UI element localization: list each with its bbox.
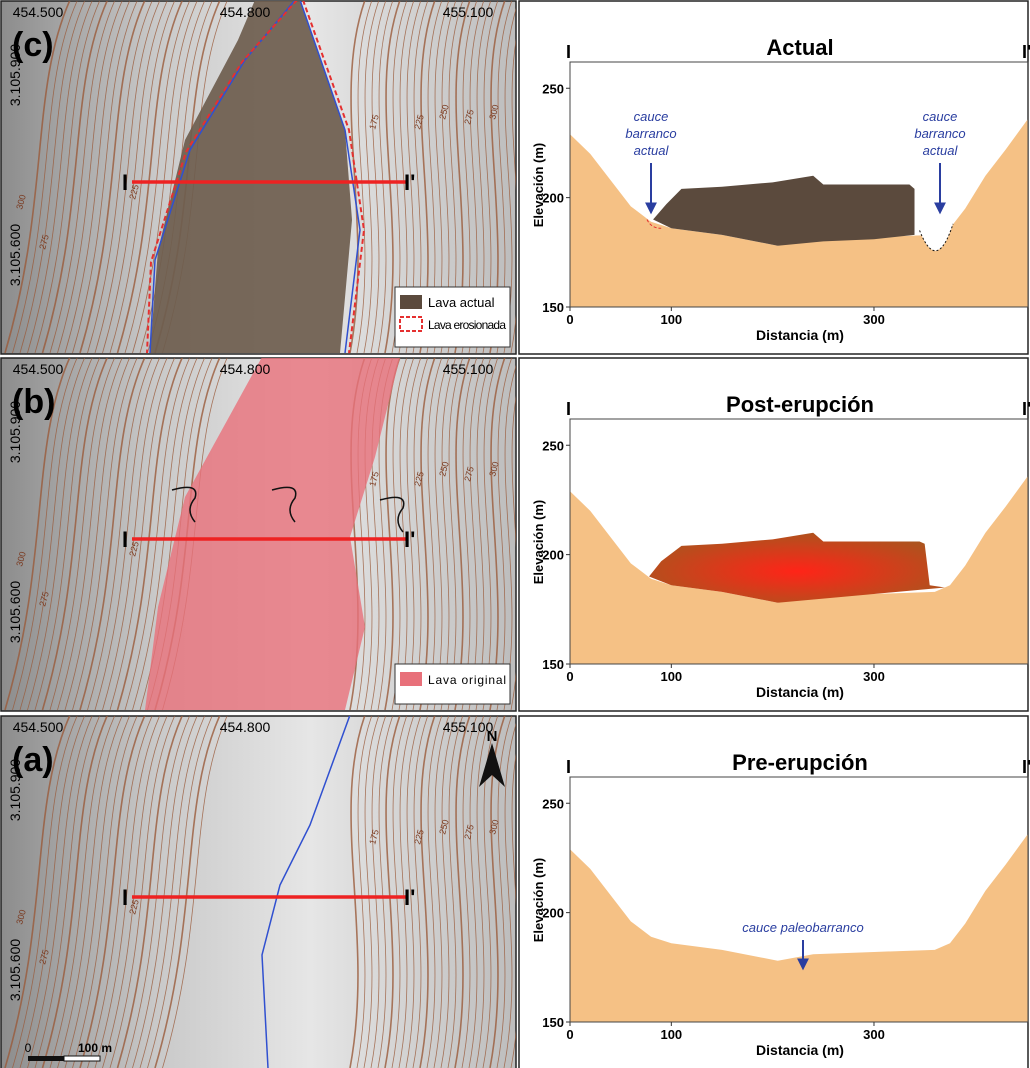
section-start: I	[566, 399, 571, 419]
y-axis-label: Elevación (m)	[531, 500, 546, 585]
annotation: cauce paleobarranco	[742, 920, 863, 935]
y-tick-label: 150	[542, 300, 564, 315]
figure: II'(c)454.500454.800455.1003.105.9003.10…	[0, 0, 1030, 1068]
scale-bar	[64, 1056, 100, 1061]
section-end: I'	[1022, 757, 1030, 777]
easting-label: 455.100	[443, 361, 494, 377]
scale-label: 100 m	[78, 1041, 112, 1055]
section-end: I'	[1022, 42, 1030, 62]
section-start: I	[566, 757, 571, 777]
x-axis-label: Distancia (m)	[756, 1042, 844, 1058]
x-axis-label: Distancia (m)	[756, 684, 844, 700]
easting-label: 454.800	[220, 719, 271, 735]
y-axis-label: Elevación (m)	[531, 858, 546, 943]
northing-label: 3.105.600	[7, 224, 23, 286]
easting-label: 454.800	[220, 361, 271, 377]
annotation: cauce	[923, 109, 958, 124]
annotation: actual	[634, 143, 670, 158]
y-tick-label: 250	[542, 438, 564, 453]
legend: Lava original	[395, 664, 510, 704]
x-tick-label: 0	[566, 312, 573, 327]
profile-title: Post-erupción	[726, 392, 874, 417]
legend-label: Lava erosionada	[428, 318, 506, 332]
section-end: I'	[404, 170, 415, 195]
northing-label: 3.105.900	[7, 44, 23, 106]
scale-label: 0	[25, 1041, 32, 1055]
y-axis-label: Elevación (m)	[531, 143, 546, 228]
x-tick-label: 0	[566, 669, 573, 684]
x-axis-label: Distancia (m)	[756, 327, 844, 343]
easting-label: 455.100	[443, 4, 494, 20]
y-tick-label: 150	[542, 657, 564, 672]
annotation: actual	[923, 143, 959, 158]
legend: Lava actual Lava erosionada	[395, 287, 510, 347]
legend-swatch	[400, 672, 422, 686]
northing-label: 3.105.900	[7, 759, 23, 821]
section-end: I'	[404, 885, 415, 910]
annotation: barranco	[625, 126, 676, 141]
annotation: barranco	[914, 126, 965, 141]
scale-bar	[28, 1056, 64, 1061]
easting-label: 454.500	[13, 4, 64, 20]
x-tick-label: 300	[863, 669, 885, 684]
x-tick-label: 100	[660, 1027, 682, 1042]
northing-label: 3.105.900	[7, 401, 23, 463]
x-tick-label: 0	[566, 1027, 573, 1042]
x-tick-label: 300	[863, 1027, 885, 1042]
northing-label: 3.105.600	[7, 581, 23, 643]
section-end: I'	[1022, 399, 1030, 419]
x-tick-label: 100	[660, 669, 682, 684]
legend-label: Lava original	[428, 673, 506, 687]
section-start: I	[566, 42, 571, 62]
x-tick-label: 100	[660, 312, 682, 327]
legend-label: Lava actual	[428, 295, 495, 310]
map-panel: II'(b)454.500454.800455.1003.105.9003.10…	[1, 357, 526, 711]
north-label: N	[487, 728, 498, 745]
section-end: I'	[404, 527, 415, 552]
easting-label: 454.800	[220, 4, 271, 20]
northing-label: 3.105.600	[7, 939, 23, 1001]
profile-title: Actual	[766, 35, 833, 60]
easting-label: 454.500	[13, 719, 64, 735]
easting-label: 454.500	[13, 361, 64, 377]
legend-swatch	[400, 295, 422, 309]
profile-panel: 1502002500100300Pre-erupciónII'Distancia…	[519, 716, 1030, 1068]
section-start: I	[122, 527, 128, 552]
y-tick-label: 250	[542, 81, 564, 96]
y-tick-label: 150	[542, 1015, 564, 1030]
profile-title: Pre-erupción	[732, 750, 868, 775]
section-start: I	[122, 885, 128, 910]
page: {"panels": [ {"map": {"letter": "(c)", "…	[0, 0, 1030, 1068]
annotation: cauce	[634, 109, 669, 124]
section-start: I	[122, 170, 128, 195]
x-tick-label: 300	[863, 312, 885, 327]
y-tick-label: 250	[542, 796, 564, 811]
